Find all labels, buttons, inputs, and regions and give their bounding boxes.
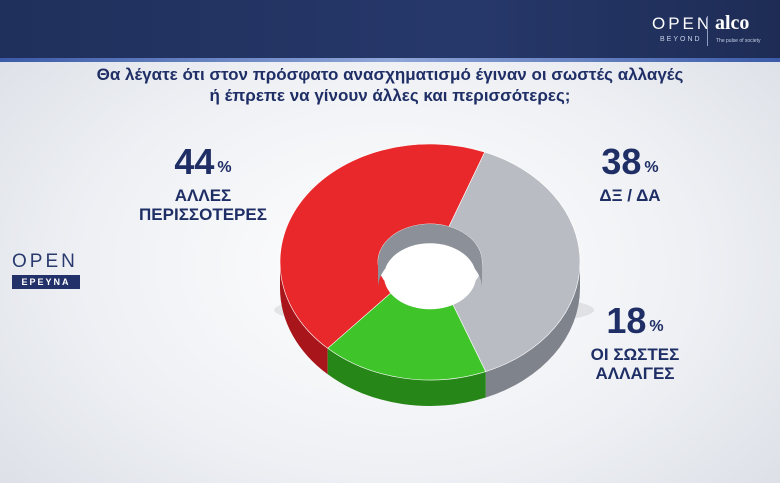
chart-title-line-1: Θα λέγατε ότι στον πρόσφατο ανασχηματισμ… xyxy=(96,65,684,84)
slice-category-label: ΠΕΡΙΣΣΟΤΕΡΕΣ xyxy=(139,205,267,224)
alco-tagline: The pulse of society xyxy=(716,38,761,44)
percent-unit: % xyxy=(644,159,659,176)
brand-divider xyxy=(707,16,708,46)
slice-side-2 xyxy=(327,348,486,406)
slice-value-label: 38 xyxy=(601,141,642,182)
slice-label-alles-perissoteres: 44% ΑΛΛΕΣ ΠΕΡΙΣΣΟΤΕΡΕΣ xyxy=(118,141,288,225)
slice-label-dx-da: 38% ΔΞ / ΔΑ xyxy=(575,141,685,206)
slice-category-label: ΔΞ / ΔΑ xyxy=(599,186,661,205)
open-beyond-tagline: BEYOND xyxy=(660,36,702,43)
percent-unit: % xyxy=(217,159,232,176)
slice-category-label: ΟΙ ΣΩΣΤΕΣ xyxy=(590,345,680,364)
donut-hole-wall xyxy=(378,224,482,288)
alco-brand-logo: alco xyxy=(715,12,750,34)
side-logo-erevna: ΕΡΕΥΝΑ xyxy=(12,275,80,289)
chart-title: Θα λέγατε ότι στον πρόσφατο ανασχηματισμ… xyxy=(40,64,740,106)
slice-side-1 xyxy=(485,262,580,398)
slice-category-label: ΑΛΛΕΣ xyxy=(174,186,232,205)
top-banner xyxy=(0,0,780,58)
banner-accent-line xyxy=(0,58,780,62)
donut-hole xyxy=(384,243,476,310)
slice-label-oi-sostes-allages: 18% ΟΙ ΣΩΣΤΕΣ ΑΛΛΑΓΕΣ xyxy=(580,300,690,384)
slice-value-label: 18 xyxy=(606,300,647,341)
side-logo-open: OPEN xyxy=(12,251,78,272)
percent-unit: % xyxy=(649,318,664,335)
open-erevna-logo: OPEN ΕΡΕΥΝΑ xyxy=(12,252,84,289)
slice-side-0 xyxy=(280,262,328,375)
slice-value-label: 44 xyxy=(174,141,215,182)
open-brand-logo: OPEN xyxy=(652,14,713,33)
chart-title-line-2: ή έπρεπε να γίνουν άλλες και περισσότερε… xyxy=(209,86,571,105)
slice-category-label: ΑΛΛΑΓΕΣ xyxy=(595,364,675,383)
